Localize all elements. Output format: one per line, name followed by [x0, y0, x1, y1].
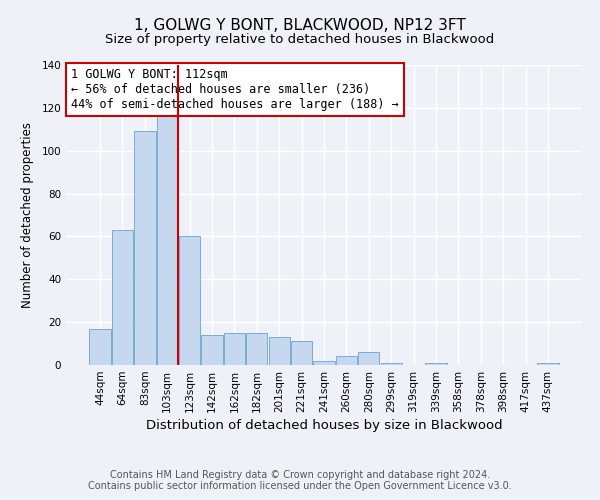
Bar: [157, 114, 178, 365]
Bar: [179, 236, 200, 365]
Text: 1 GOLWG Y BONT: 112sqm
← 56% of detached houses are smaller (236)
44% of semi-de: 1 GOLWG Y BONT: 112sqm ← 56% of detached…: [71, 68, 399, 111]
Text: Contains HM Land Registry data © Crown copyright and database right 2024.: Contains HM Land Registry data © Crown c…: [110, 470, 490, 480]
X-axis label: Distribution of detached houses by size in Blackwood: Distribution of detached houses by size …: [146, 419, 502, 432]
Bar: [313, 360, 335, 365]
Bar: [134, 132, 155, 365]
Bar: [112, 230, 133, 365]
Bar: [224, 333, 245, 365]
Bar: [89, 328, 111, 365]
Bar: [425, 363, 446, 365]
Text: 1, GOLWG Y BONT, BLACKWOOD, NP12 3FT: 1, GOLWG Y BONT, BLACKWOOD, NP12 3FT: [134, 18, 466, 32]
Bar: [246, 333, 268, 365]
Bar: [291, 342, 312, 365]
Bar: [380, 363, 402, 365]
Bar: [537, 363, 559, 365]
Y-axis label: Number of detached properties: Number of detached properties: [22, 122, 34, 308]
Bar: [269, 337, 290, 365]
Text: Size of property relative to detached houses in Blackwood: Size of property relative to detached ho…: [106, 32, 494, 46]
Bar: [202, 335, 223, 365]
Text: Contains public sector information licensed under the Open Government Licence v3: Contains public sector information licen…: [88, 481, 512, 491]
Bar: [336, 356, 357, 365]
Bar: [358, 352, 379, 365]
